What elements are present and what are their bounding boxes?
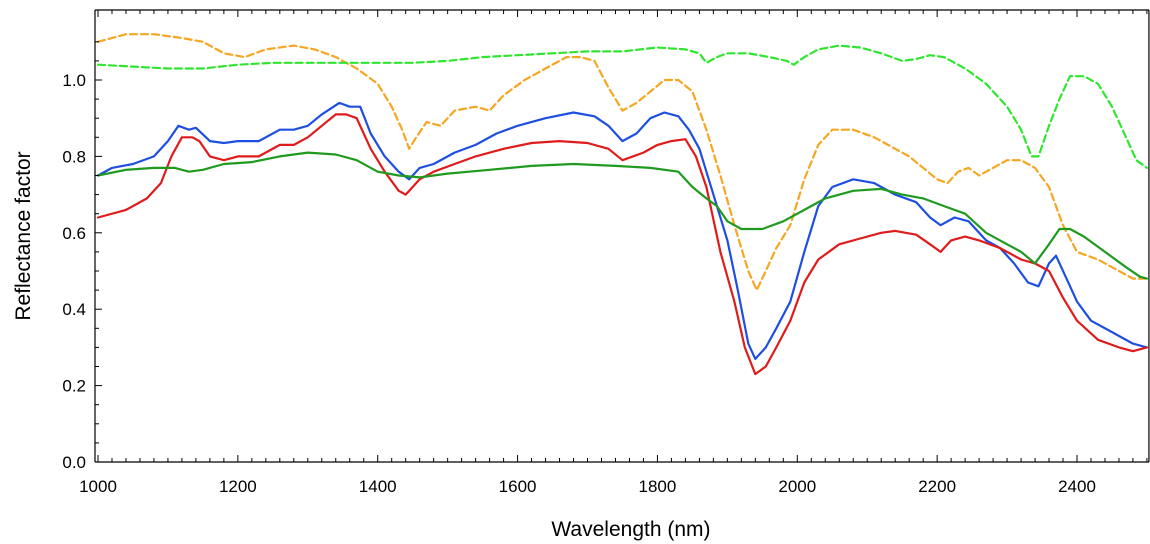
y-tick-label: 0.0 [62, 453, 86, 472]
x-axis-title: Wavelength (nm) [551, 518, 710, 541]
series-line-3 [96, 101, 1148, 360]
y-tick-label: 0.8 [62, 147, 86, 166]
x-tick-label: 1800 [639, 477, 677, 496]
y-tick-label: 0.6 [62, 224, 86, 243]
x-tick-label: 1000 [79, 477, 117, 496]
x-tick-label: 1400 [359, 477, 397, 496]
x-tick-label: 1200 [219, 477, 257, 496]
series-line-1 [96, 33, 1148, 292]
y-tick-label: 0.2 [62, 377, 86, 396]
series-layer [96, 33, 1148, 376]
series-line-5 [96, 151, 1148, 280]
x-tick-label: 1600 [499, 477, 537, 496]
axes-layer [94, 9, 1150, 463]
series-line-4 [96, 113, 1148, 376]
x-tick-label: 2400 [1058, 477, 1096, 496]
x-tick-label: 2000 [778, 477, 816, 496]
series-line-2 [96, 44, 1148, 169]
y-axis-title: Reflectance factor [12, 151, 35, 320]
y-tick-label: 0.4 [62, 300, 86, 319]
labels-layer: 1000 1200 1400 1600 1800 2000 2200 2400 0.0 0.2 0.… [62, 71, 1096, 496]
y-tick-label: 1.0 [62, 71, 86, 90]
x-tick-label: 2200 [918, 477, 956, 496]
